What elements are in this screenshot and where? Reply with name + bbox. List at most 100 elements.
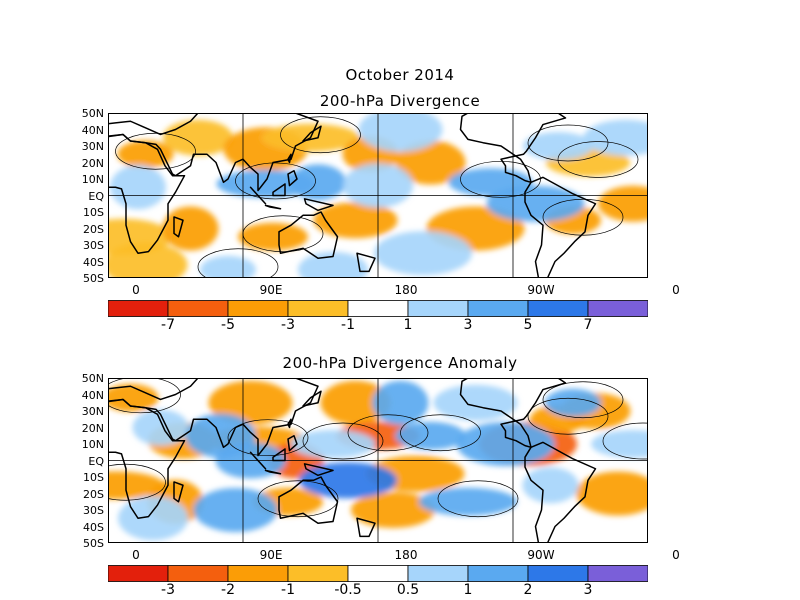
- coastline: [278, 211, 339, 259]
- coastline: [108, 378, 319, 457]
- anomaly-cell: [117, 140, 174, 169]
- lat-tick-label: 10N: [81, 438, 104, 451]
- colorbar-swatch: [287, 300, 349, 317]
- lat-tick-label: 10N: [81, 173, 104, 186]
- anomaly-cell: [290, 164, 346, 201]
- lat-tick-label: 10S: [83, 471, 104, 484]
- colorbar-swatch: [347, 565, 409, 582]
- zero-contour: [197, 248, 279, 278]
- anomaly-cell: [395, 140, 466, 185]
- colorbar-swatch: [527, 565, 589, 582]
- coastline: [303, 198, 334, 212]
- anomaly-cell: [108, 471, 165, 500]
- anomaly-cell: [523, 132, 593, 160]
- lat-tick-label: 40N: [81, 388, 104, 402]
- coastline: [173, 216, 184, 238]
- colorbar-label: -0.5: [334, 582, 362, 598]
- lat-tick-label: 30N: [81, 140, 104, 153]
- lat-tick-label: EQ: [88, 189, 104, 203]
- coastline: [287, 170, 298, 187]
- zero-contour: [280, 116, 361, 154]
- zero-contour: [115, 132, 196, 170]
- anomaly-cell: [374, 231, 472, 276]
- anomaly-cell: [118, 496, 188, 541]
- colorbar-swatch: [108, 300, 169, 317]
- anomaly-cell: [108, 242, 188, 278]
- anomaly-cell: [419, 487, 517, 516]
- zero-contour: [542, 198, 624, 236]
- anomaly-cell: [358, 113, 443, 152]
- colorbar-swatch: [347, 300, 409, 317]
- panel-2-title: 200-hPa Divergence Anomaly: [282, 354, 518, 372]
- lon-tick-label: 0: [672, 548, 680, 562]
- anomaly-cell: [456, 422, 555, 466]
- coastline: [302, 125, 322, 142]
- lat-tick-label: 40S: [83, 520, 104, 534]
- figure-title: October 2014: [345, 66, 455, 84]
- coastline: [356, 517, 376, 538]
- coastline: [264, 469, 282, 475]
- lat-tick-label: 20N: [81, 421, 104, 435]
- zero-contour: [235, 162, 316, 200]
- anomaly-cell: [395, 421, 466, 450]
- anomaly-cell: [583, 119, 648, 156]
- colorbar-swatch: [167, 300, 229, 317]
- lat-tick-label: EQ: [88, 454, 104, 468]
- zero-contour: [400, 414, 481, 452]
- coastline: [459, 113, 567, 184]
- lat-tick-label: 20N: [81, 156, 104, 170]
- colorbar-label: 3: [463, 317, 473, 333]
- colorbar-label: 0.5: [396, 582, 420, 598]
- anomaly-cell: [591, 430, 648, 458]
- panel-1-colorbar: [108, 300, 648, 317]
- anomaly-cell: [162, 206, 219, 251]
- zero-contour: [527, 124, 609, 162]
- anomaly-cell: [576, 471, 648, 516]
- coastline: [264, 204, 282, 210]
- colorbar-swatch: [227, 565, 289, 582]
- zero-contour: [460, 160, 541, 198]
- zero-contour: [557, 141, 639, 178]
- zero-contour: [108, 378, 181, 414]
- lat-tick-label: 30S: [83, 504, 104, 517]
- anomaly-cell: [598, 185, 648, 222]
- lat-tick-label: 40S: [83, 255, 104, 269]
- colorbar-label: -1: [281, 582, 295, 598]
- anomaly-cell: [208, 380, 293, 425]
- map-frame: [108, 378, 648, 543]
- colorbar-label: 1: [463, 582, 473, 598]
- zero-contour: [437, 480, 519, 518]
- colorbar-swatch: [407, 565, 469, 582]
- colorbar-swatch: [167, 565, 229, 582]
- coastline: [108, 113, 319, 192]
- lat-tick-label: 50N: [81, 372, 104, 385]
- colorbar-label: -3: [281, 317, 295, 333]
- colorbar-swatch: [527, 300, 589, 317]
- coastline: [302, 390, 322, 407]
- anomaly-cell: [299, 462, 397, 499]
- lat-tick-label: 50N: [81, 107, 104, 120]
- colorbar-label: 1: [403, 317, 413, 333]
- coastline: [287, 153, 292, 164]
- coastline: [524, 441, 597, 543]
- anomaly-cell: [238, 222, 308, 251]
- lon-tick-label: 0: [132, 283, 140, 297]
- coastline: [278, 476, 339, 524]
- coastline: [108, 398, 186, 519]
- anomaly-cell: [433, 384, 518, 421]
- zero-contour: [347, 414, 429, 452]
- coastline: [173, 481, 184, 503]
- colorbar-swatch: [587, 300, 648, 317]
- lat-tick-label: 50S: [83, 272, 104, 285]
- zero-contour: [602, 422, 648, 460]
- anomaly-cell: [108, 383, 159, 412]
- colorbar-label: 2: [523, 582, 533, 598]
- lon-tick-label: 180: [394, 283, 418, 297]
- lat-tick-label: 50S: [83, 537, 104, 550]
- anomaly-cell: [486, 185, 585, 222]
- colorbar-swatch: [108, 565, 169, 582]
- zero-contour: [527, 397, 609, 435]
- anomaly-cell: [298, 251, 368, 278]
- colorbar-swatch: [587, 565, 648, 582]
- colorbar-swatch: [227, 300, 289, 317]
